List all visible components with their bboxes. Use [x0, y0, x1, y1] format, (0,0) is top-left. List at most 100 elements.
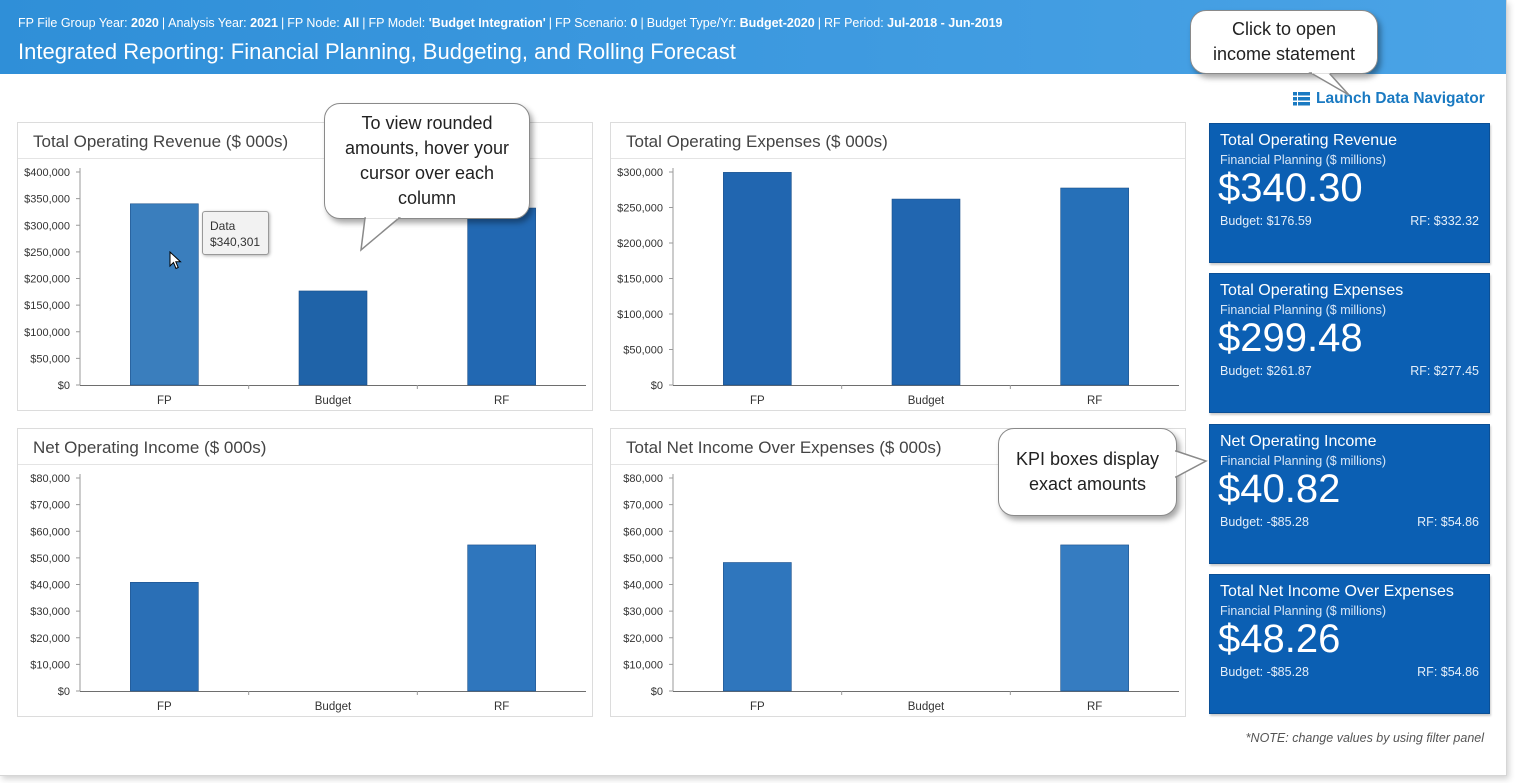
kpi-subtitle: Financial Planning ($ millions)	[1220, 454, 1387, 468]
x-tick-label: Budget	[315, 395, 352, 407]
filter-value: 2020	[131, 16, 159, 30]
kpi-budget: Budget: $261.87	[1220, 364, 1312, 378]
y-tick-label: $80,000	[30, 473, 70, 485]
kpi-box-net-operating-income[interactable]: Net Operating Income Financial Planning …	[1209, 424, 1490, 564]
y-tick-label: $150,000	[24, 300, 70, 312]
chart-title: Total Net Income Over Expenses ($ 000s)	[626, 438, 942, 457]
launch-data-navigator-button[interactable]: Launch Data Navigator	[1293, 90, 1485, 108]
net-operating-income-bar-chart: $0 $10,000 $20,000 $30,000 $40,000 $50,000 $60…	[30, 473, 586, 713]
tooltip-label: Data	[210, 219, 236, 233]
chart-title: Net Operating Income ($ 000s)	[33, 438, 267, 457]
kpi-budget: Budget: $176.59	[1220, 214, 1312, 228]
kpi-rf: RF: $277.45	[1410, 364, 1479, 378]
net-income-over-expenses-bar-chart: $0 $10,000 $20,000 $30,000 $40,000 $50,000 $60…	[623, 473, 1179, 713]
mouse-cursor-icon	[169, 250, 182, 275]
y-tick-label: $10,000	[30, 659, 70, 671]
y-tick-label: $200,000	[24, 274, 70, 286]
kpi-box-revenue[interactable]: Total Operating Revenue Financial Planni…	[1209, 123, 1490, 263]
kpi-value: $40.82	[1218, 467, 1341, 511]
x-tick-label: RF	[1087, 701, 1102, 713]
bar-budget[interactable]	[298, 290, 368, 386]
y-tick-label: $200,000	[617, 238, 663, 250]
bar-fp[interactable]	[130, 203, 199, 386]
filter-label: FP Scenario:	[555, 16, 628, 30]
kpi-box-net-income-over-expenses[interactable]: Total Net Income Over Expenses Financial…	[1209, 574, 1490, 714]
filter-value: Budget-2020	[739, 16, 815, 30]
kpi-rf: RF: $54.86	[1417, 665, 1479, 679]
filter-label: FP Node:	[287, 16, 340, 30]
callout-hover-columns: To view rounded amounts, hover your curs…	[324, 103, 530, 252]
kpi-rf: RF: $54.86	[1417, 515, 1479, 529]
y-tick-label: $60,000	[30, 526, 70, 538]
filter-value: 'Budget Integration'	[428, 16, 546, 30]
callout-text: KPI boxes display exact amounts	[1015, 449, 1160, 494]
kpi-rf: RF: $332.32	[1410, 214, 1479, 228]
filter-value: All	[343, 16, 360, 30]
x-tick-label: FP	[157, 395, 172, 407]
y-tick-label: $60,000	[623, 526, 663, 538]
filter-note: *NOTE: change values by using filter pan…	[1245, 731, 1484, 745]
callout-kpi-boxes: KPI boxes display exact amounts	[998, 428, 1208, 516]
bar-rf[interactable]	[467, 544, 536, 692]
revenue-chart-panel: Total Operating Revenue ($ 000s) $0 $50,0…	[17, 122, 593, 411]
filter-label: FP Model:	[368, 16, 426, 30]
kpi-subtitle: Financial Planning ($ millions)	[1220, 303, 1387, 317]
bar-rf[interactable]	[1060, 544, 1129, 692]
x-tick-label: FP	[750, 395, 765, 407]
y-tick-label: $20,000	[623, 633, 663, 645]
kpi-value: $340.30	[1218, 166, 1363, 210]
y-tick-label: $0	[58, 380, 70, 392]
bar-fp[interactable]	[130, 582, 199, 692]
callout-tail	[360, 215, 402, 252]
y-tick-label: $250,000	[617, 203, 663, 215]
callout-tail	[1173, 449, 1208, 479]
kpi-subtitle: Financial Planning ($ millions)	[1220, 604, 1387, 618]
y-tick-label: $0	[651, 380, 663, 392]
list-icon	[1293, 92, 1310, 106]
y-tick-label: $0	[651, 686, 663, 698]
filter-label: Analysis Year:	[168, 16, 247, 30]
y-tick-label: $300,000	[617, 167, 663, 179]
chart-title: Total Operating Revenue ($ 000s)	[33, 132, 289, 151]
bar-budget[interactable]	[891, 198, 961, 386]
chart-title: Total Operating Expenses ($ 000s)	[626, 132, 888, 151]
y-tick-label: $50,000	[30, 553, 70, 565]
x-tick-label: Budget	[908, 701, 945, 713]
callout-text: Click to open income statement	[1212, 19, 1356, 64]
y-tick-label: $150,000	[617, 274, 663, 286]
y-tick-label: $40,000	[623, 580, 663, 592]
expenses-chart-panel: Total Operating Expenses ($ 000s) $0 $50,…	[610, 122, 1186, 411]
bar-fp[interactable]	[723, 172, 792, 386]
x-tick-label: FP	[157, 701, 172, 713]
callout-text: To view rounded amounts, hover your curs…	[344, 113, 510, 208]
page-title: Integrated Reporting: Financial Planning…	[18, 39, 736, 64]
panel-title-bar	[611, 123, 1185, 159]
bar-rf[interactable]	[1060, 187, 1129, 386]
bar-tooltip: Data $340,301	[202, 211, 269, 255]
y-tick-label: $100,000	[617, 309, 663, 321]
y-tick-label: $100,000	[24, 327, 70, 339]
callout-income-statement: Click to open income statement	[1190, 10, 1378, 96]
filter-label: RF Period:	[823, 16, 884, 30]
panel-title-bar	[18, 123, 592, 159]
kpi-box-expenses[interactable]: Total Operating Expenses Financial Plann…	[1209, 273, 1490, 413]
kpi-subtitle: Financial Planning ($ millions)	[1220, 153, 1387, 167]
bar-fp[interactable]	[723, 562, 792, 692]
panel-title-bar	[611, 429, 1185, 465]
filter-value: 0	[630, 16, 638, 30]
kpi-budget: Budget: -$85.28	[1220, 515, 1309, 529]
y-tick-label: $0	[58, 686, 70, 698]
y-tick-label: $40,000	[30, 580, 70, 592]
bar-rf[interactable]	[467, 207, 536, 386]
y-tick-label: $80,000	[623, 473, 663, 485]
y-tick-label: $250,000	[24, 247, 70, 259]
filter-value: Jul-2018 - Jun-2019	[887, 16, 1003, 30]
x-tick-label: FP	[750, 701, 765, 713]
y-tick-label: $70,000	[623, 500, 663, 512]
kpi-value: $299.48	[1218, 316, 1363, 360]
revenue-bar-chart: $0 $50,000 $100,000 $150,000 $200,000 $250,00…	[24, 167, 586, 407]
expenses-bar-chart: $0 $50,000 $100,000 $150,000 $200,000 $250,00…	[617, 167, 1179, 407]
filter-summary: FP File Group Year: 2020 | Analysis Year: …	[18, 16, 1003, 30]
kpi-title: Total Operating Expenses	[1220, 282, 1404, 299]
